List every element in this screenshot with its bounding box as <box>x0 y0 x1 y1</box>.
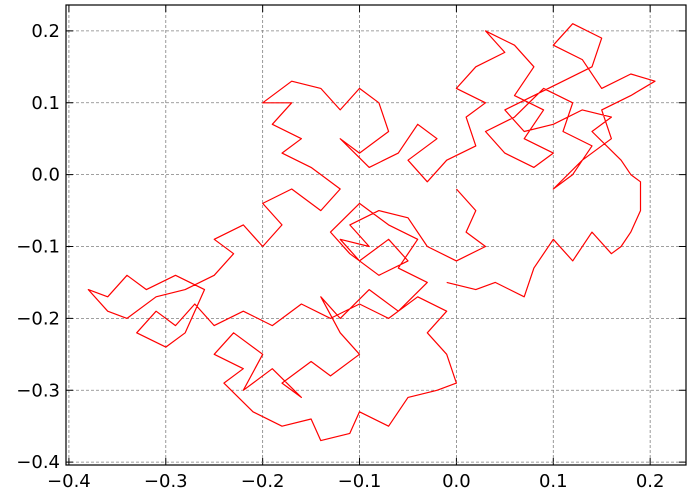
x-tick-label: 0.1 <box>539 471 568 492</box>
y-tick-label: −0.3 <box>16 380 60 401</box>
x-tick-label: −0.2 <box>241 471 285 492</box>
y-tick-label: −0.2 <box>16 308 60 329</box>
y-tick-label: 0.1 <box>31 93 60 114</box>
y-tick-label: −0.1 <box>16 237 60 258</box>
x-tick-label: −0.3 <box>144 471 188 492</box>
plot-frame <box>65 4 687 466</box>
x-tick-label: −0.1 <box>338 471 382 492</box>
trajectory-line <box>87 23 656 442</box>
x-tick-label: 0.0 <box>442 471 471 492</box>
y-tick-label: −0.4 <box>16 452 60 473</box>
x-tick-label: −0.4 <box>47 471 91 492</box>
y-tick-label: 0.2 <box>31 21 60 42</box>
x-tick-label: 0.2 <box>636 471 665 492</box>
y-tick-label: 0.0 <box>31 165 60 186</box>
